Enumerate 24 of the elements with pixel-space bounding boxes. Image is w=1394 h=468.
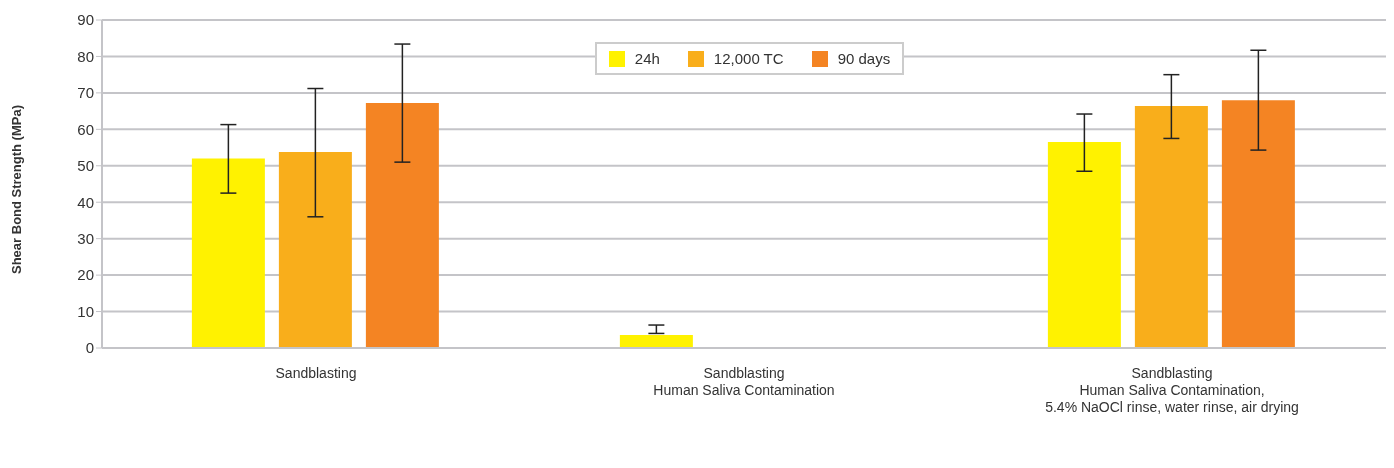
bar	[1047, 142, 1121, 348]
y-tick-label: 80	[77, 47, 94, 65]
bar	[191, 158, 265, 348]
bar	[1221, 100, 1295, 348]
bar	[619, 334, 693, 348]
legend-label: 90 days	[836, 50, 891, 67]
y-axis-title: Shear Bond Strength (MPa)	[8, 104, 24, 274]
legend-label: 12,000 TC	[712, 50, 784, 67]
x-tick-label: Sandblasting Human Saliva Contamination, 5.4% NaOCl rinse, water rinse, air drying	[1045, 365, 1299, 415]
y-tick-label: 0	[85, 339, 94, 357]
y-tick-label: 20	[77, 266, 94, 284]
x-tick-label: Sandblasting Human Saliva Contamination	[653, 365, 835, 398]
y-tick-label: 50	[77, 157, 94, 175]
y-tick-label: 40	[77, 193, 94, 211]
bar	[278, 151, 352, 348]
legend-label: 24h	[633, 50, 660, 67]
y-tick-label: 10	[77, 302, 94, 320]
bar	[1134, 106, 1208, 348]
bar	[365, 103, 439, 348]
y-tick-label: 90	[77, 11, 94, 29]
y-tick-label: 70	[77, 84, 94, 102]
y-tick-label: 30	[77, 229, 94, 247]
y-tick-label: 60	[77, 120, 94, 138]
x-tick-label: Sandblasting	[275, 365, 357, 381]
